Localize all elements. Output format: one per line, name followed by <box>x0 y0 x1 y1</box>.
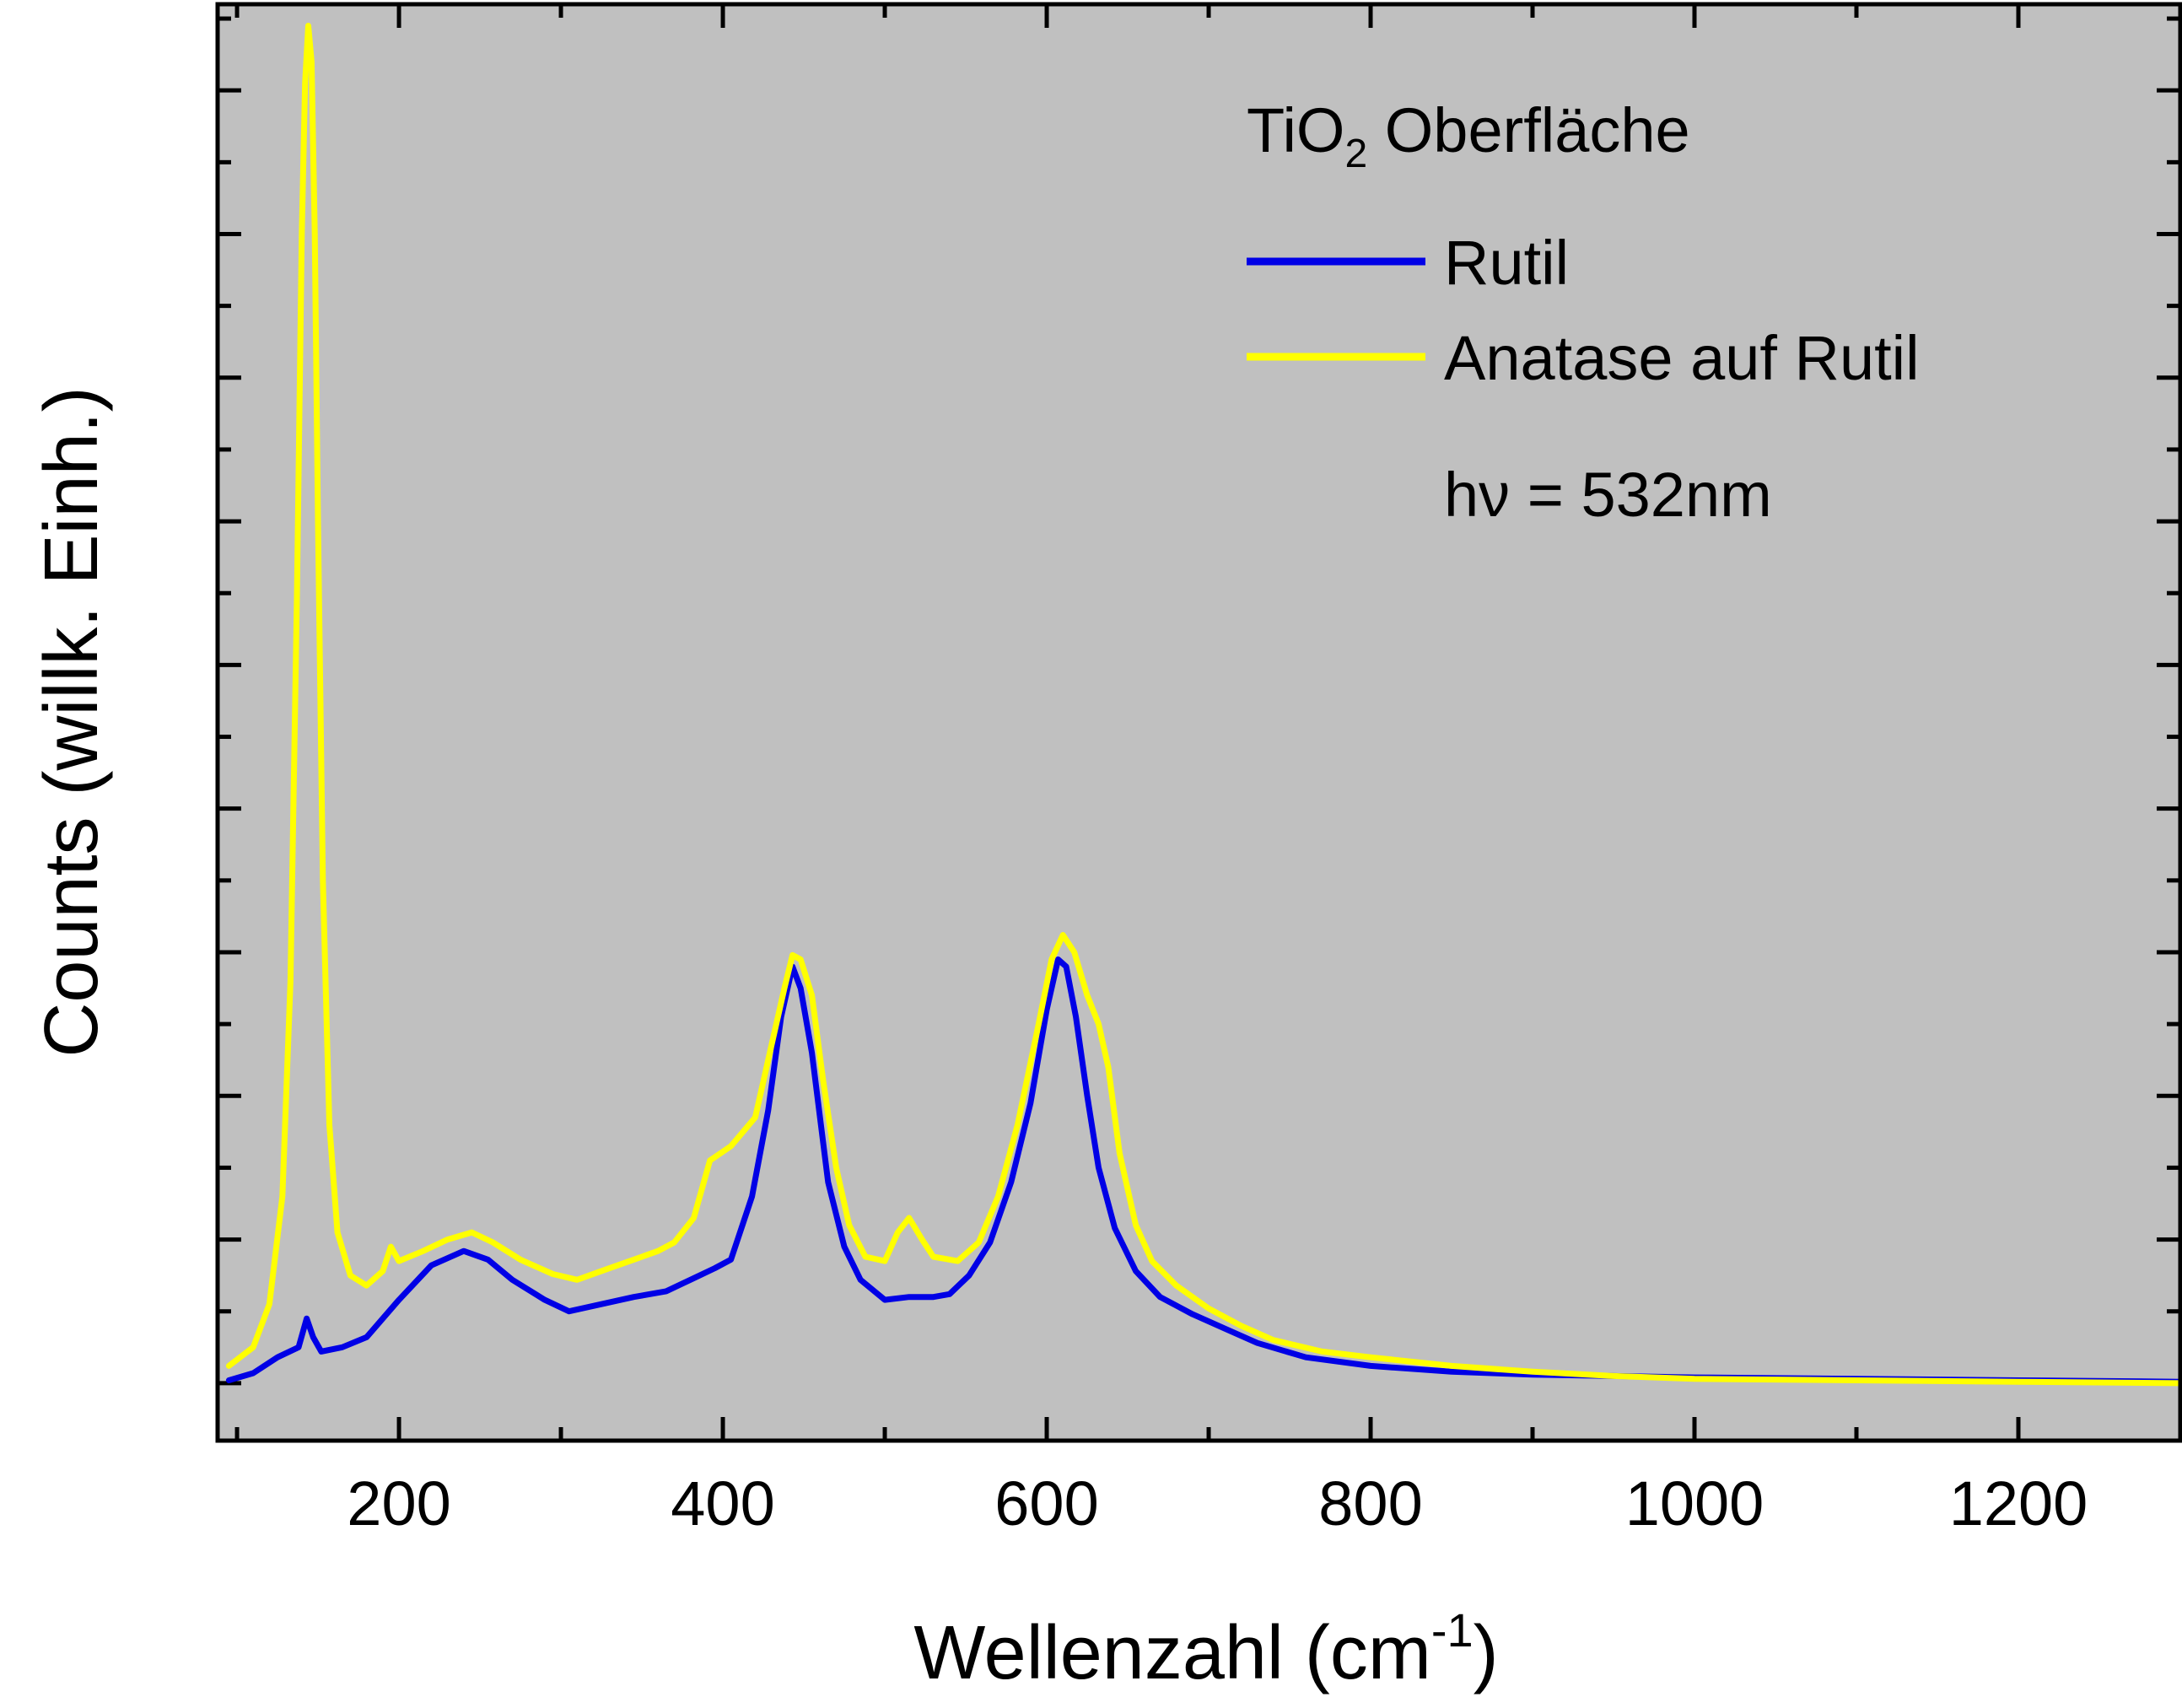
y-axis-ticks <box>218 16 2180 1386</box>
x-tick-label: 600 <box>994 1468 1098 1538</box>
series-line-anatase <box>225 23 2182 1387</box>
legend-title-subscript: 2 <box>1344 132 1367 176</box>
legend-title-main: TiO <box>1247 95 1344 165</box>
x-tick-label: 1000 <box>1625 1468 1764 1538</box>
plot-frame <box>215 2 2182 1443</box>
legend-label-rutil: Rutil <box>1444 228 1569 298</box>
x-tick-label: 400 <box>671 1468 774 1538</box>
x-tick-label: 800 <box>1318 1468 1422 1538</box>
series-line-rutil <box>225 956 2182 1385</box>
legend: TiO2 Oberfläche Rutil Anatase auf Rutil … <box>1247 95 1920 530</box>
legend-label-anatase: Anatase auf Rutil <box>1444 323 1920 393</box>
series-layer <box>225 23 2182 1387</box>
x-tick-label: 200 <box>347 1468 450 1538</box>
y-axis-title: Counts (willk. Einh.) <box>30 386 114 1057</box>
x-axis-title-end: ) <box>1474 1611 1499 1695</box>
x-tick-label: 1200 <box>1949 1468 2088 1538</box>
legend-title: TiO2 Oberfläche <box>1247 95 1690 176</box>
x-axis-title: Wellenzahl (cm-1) <box>913 1603 1498 1695</box>
x-axis-title-main: Wellenzahl (cm <box>913 1611 1431 1695</box>
plot-background <box>218 4 2180 1441</box>
x-tick-labels: 200 400 600 800 1000 1200 <box>347 1468 2088 1538</box>
legend-note: hν = 532nm <box>1444 460 1772 530</box>
legend-title-end: Oberfläche <box>1367 95 1690 165</box>
x-axis-title-superscript: -1 <box>1431 1603 1474 1657</box>
